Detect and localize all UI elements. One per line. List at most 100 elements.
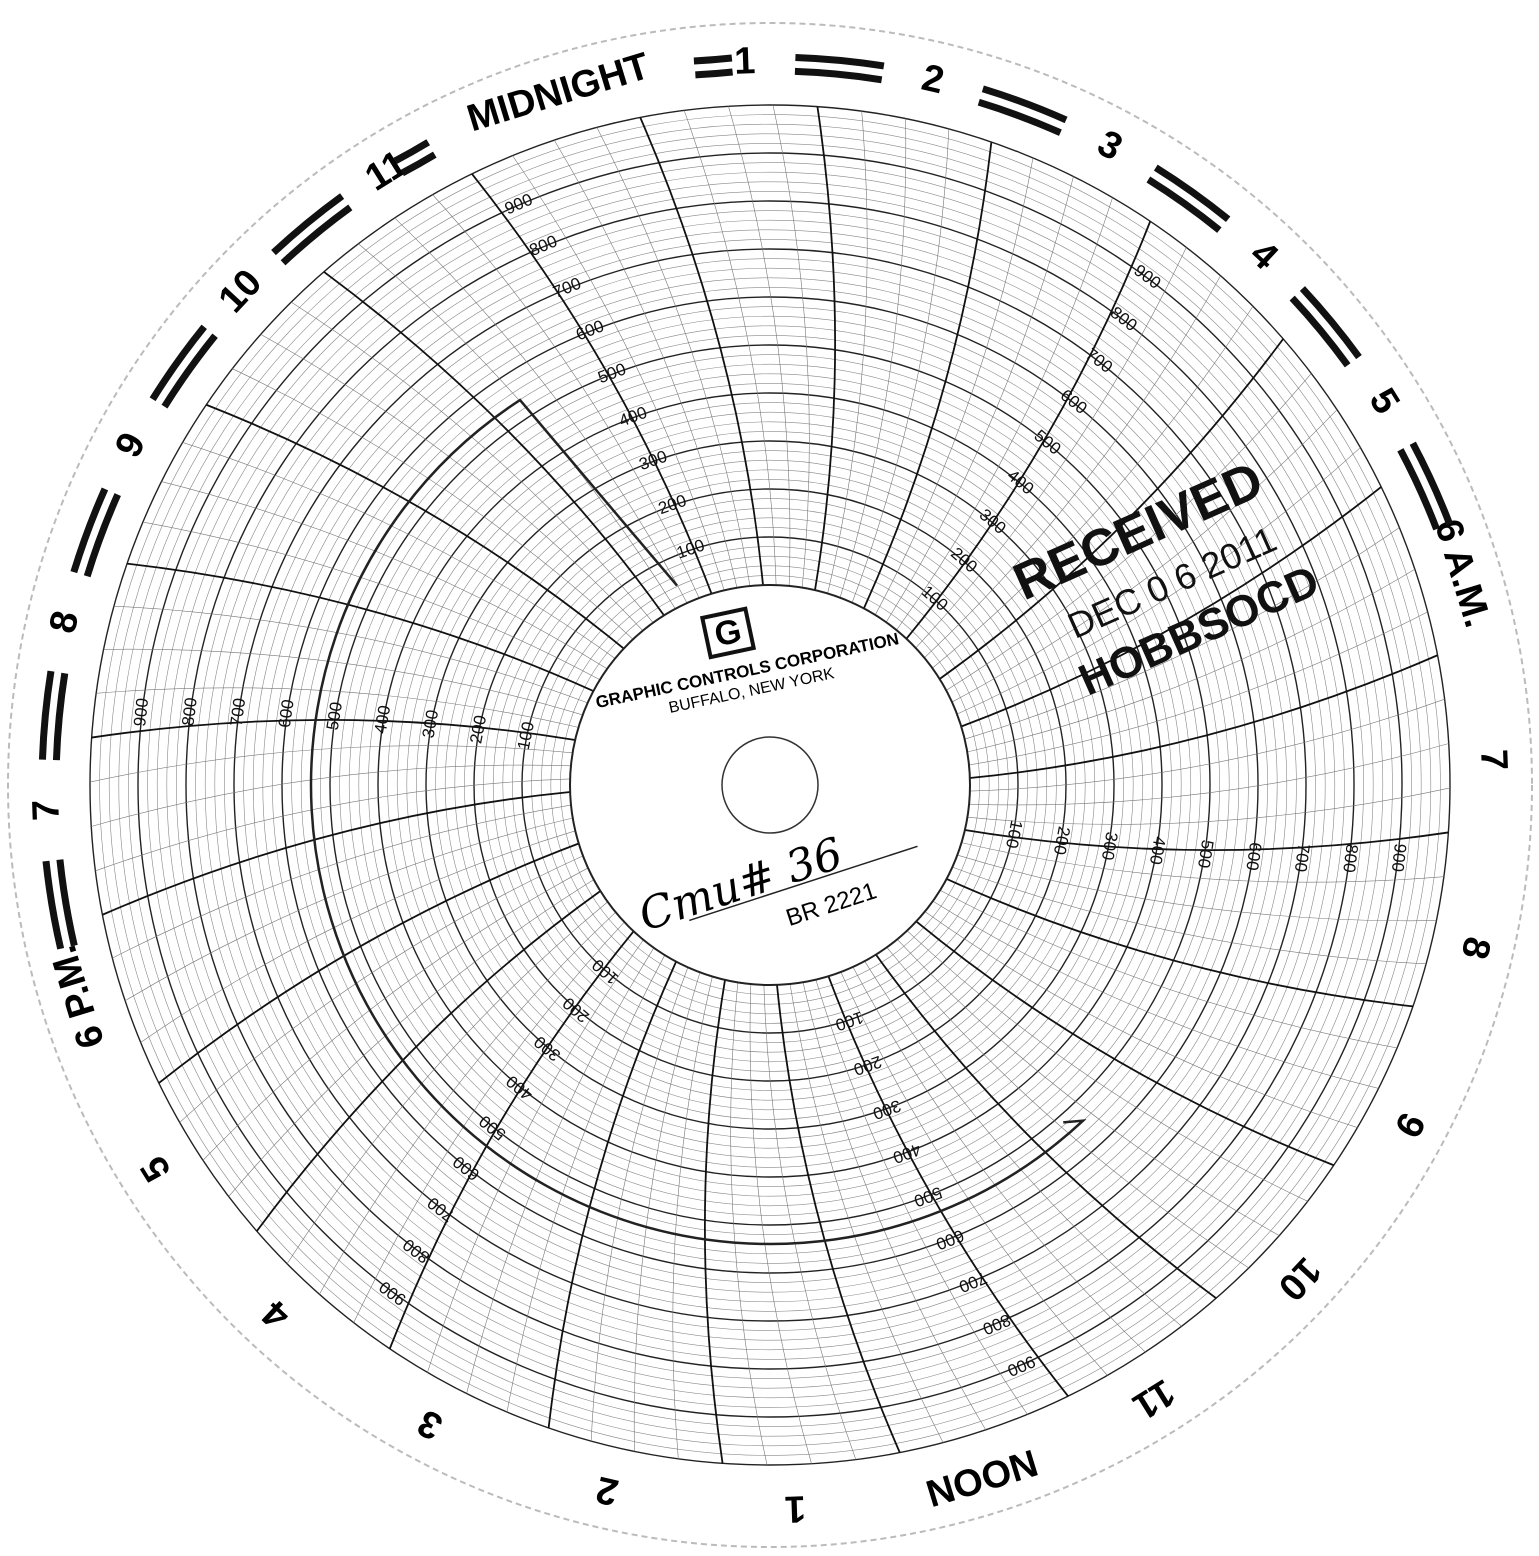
scale-label: 600	[275, 698, 298, 729]
quarter-line	[772, 104, 810, 588]
scale-label: 200	[1050, 825, 1074, 856]
minor-ring	[550, 565, 990, 1005]
minor-ring	[512, 527, 1028, 1043]
major-ring	[329, 344, 1211, 1226]
scale-label: 300	[419, 708, 443, 739]
scale-label: 600	[1242, 841, 1265, 872]
major-ring	[377, 392, 1163, 1178]
quarter-line	[512, 155, 725, 591]
minor-ring	[147, 162, 1393, 1408]
night-bar	[42, 860, 65, 950]
night-bar	[1146, 176, 1222, 233]
minor-ring	[291, 306, 1249, 1264]
night-bar	[1409, 441, 1453, 526]
minor-ring	[262, 277, 1278, 1293]
quarter-line	[906, 930, 1308, 1202]
scale-label: 500	[323, 701, 346, 732]
quarter-line	[924, 275, 1221, 659]
minor-ring	[531, 546, 1009, 1024]
quarter-line	[961, 842, 1444, 883]
minor-ring	[348, 363, 1192, 1207]
night-bar	[70, 487, 109, 574]
minor-ring	[99, 114, 1441, 1456]
hour-line	[126, 562, 594, 692]
hour-line	[639, 117, 764, 586]
hour-line	[863, 141, 993, 609]
minor-ring	[166, 181, 1374, 1389]
quarter-line	[232, 368, 634, 640]
minor-ring	[483, 498, 1057, 1072]
night-bar	[695, 68, 733, 79]
quarter-line	[839, 118, 907, 598]
major-ring	[137, 152, 1403, 1418]
quarter-line	[124, 817, 573, 1002]
hour-label: 1	[784, 1487, 807, 1530]
quarter-line	[932, 306, 1254, 669]
writing-line	[689, 845, 918, 922]
minor-ring	[214, 229, 1326, 1341]
quarter-line	[915, 247, 1187, 649]
quarter-line	[672, 976, 713, 1459]
minor-ring	[156, 171, 1384, 1399]
hour-line	[946, 878, 1414, 1008]
quarter-line	[89, 745, 573, 783]
quarter-line	[939, 889, 1398, 1049]
hour-line	[388, 930, 635, 1350]
night-bar	[1153, 164, 1231, 222]
hour-line	[960, 486, 1382, 728]
quarter-line	[182, 442, 616, 659]
quarter-line	[969, 698, 1445, 792]
quarter-line	[590, 967, 689, 1442]
quarter-line	[202, 867, 589, 1161]
minor-ring	[396, 411, 1144, 1159]
night-bar	[1397, 448, 1440, 531]
minor-ring	[272, 287, 1268, 1283]
quarter-line	[353, 921, 625, 1323]
minor-ring	[320, 335, 1220, 1235]
hour-line	[814, 106, 837, 591]
quarter-line	[749, 984, 812, 1464]
quarter-line	[968, 611, 1428, 766]
minor-ring	[464, 479, 1076, 1091]
major-ring	[425, 440, 1115, 1130]
hour-line	[905, 220, 1152, 640]
scale-label: 400	[1146, 835, 1169, 866]
quarter-line	[506, 954, 666, 1413]
quarter-line	[427, 939, 644, 1373]
quarter-line	[432, 194, 700, 599]
major-ring	[185, 200, 1355, 1370]
hour-line	[471, 173, 713, 595]
minor-ring	[502, 517, 1038, 1053]
hour-line	[323, 271, 665, 616]
scale-label: 700	[227, 697, 250, 728]
hour-line	[875, 954, 1217, 1299]
quarter-line	[851, 128, 950, 603]
minor-ring	[492, 507, 1048, 1063]
hub-hole	[721, 736, 819, 834]
night-bar	[1299, 286, 1362, 360]
grid	[89, 104, 1451, 1466]
minor-ring	[435, 450, 1105, 1120]
quarter-line	[142, 521, 601, 681]
minor-ring	[243, 258, 1297, 1312]
night-bar	[149, 324, 207, 402]
night-bar	[400, 151, 437, 177]
hour-line	[964, 829, 1449, 852]
night-bar	[83, 493, 121, 578]
quarter-line	[112, 804, 572, 959]
quarter-line	[827, 111, 868, 594]
minor-ring	[195, 210, 1345, 1360]
hour-line	[158, 842, 580, 1084]
quarter-line	[319, 911, 616, 1295]
quarter-line	[967, 568, 1416, 753]
minor-ring	[224, 239, 1316, 1331]
hour-line	[205, 403, 625, 650]
hour-label: 7	[25, 799, 68, 822]
major-ring	[89, 104, 1451, 1466]
night-bar	[693, 54, 733, 65]
quarter-line	[730, 982, 768, 1466]
night-bar	[1289, 295, 1351, 368]
hour-line	[827, 975, 1069, 1397]
hour-label: 1	[733, 40, 756, 83]
